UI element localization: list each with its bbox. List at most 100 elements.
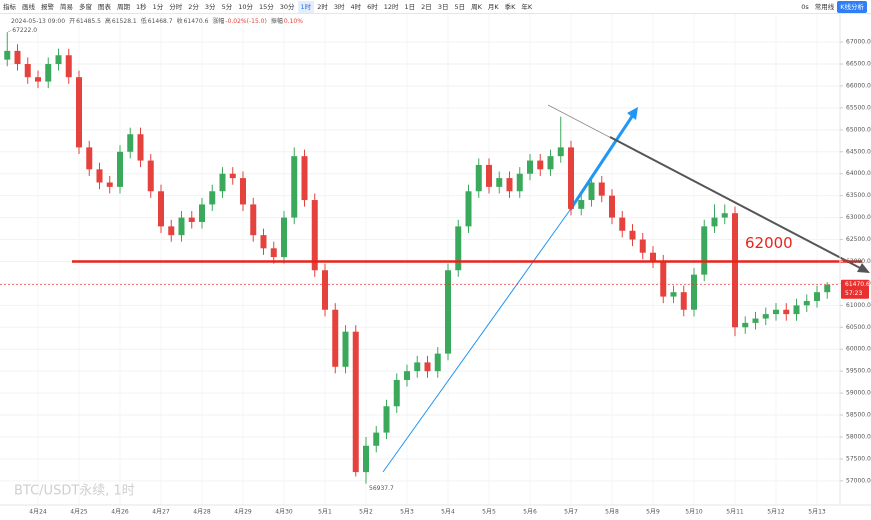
candle-body xyxy=(537,160,544,170)
watermark: BTC/USDT永续, 1时 xyxy=(14,484,135,499)
x-tick-label: 4月24 xyxy=(29,509,47,516)
period-button[interactable]: 5分 xyxy=(221,2,233,11)
period-button[interactable]: 1分 xyxy=(152,2,164,11)
period-button[interactable]: 1日 xyxy=(404,2,416,11)
x-tick-label: 4月25 xyxy=(70,509,88,516)
info-value: 61528.1 xyxy=(112,18,137,25)
period-button[interactable]: 6时 xyxy=(367,2,378,11)
low-label: 56937.7 xyxy=(369,485,394,492)
candle-body xyxy=(240,178,246,205)
candle-body xyxy=(445,270,451,354)
candle-body xyxy=(352,331,359,473)
toolbar: 指标 画线 报警 简易 多窗 图表 周期 1秒 1分 分时 2分 3分 5分 10分 15分 30分 1时 2时… xyxy=(0,0,871,14)
candle-body xyxy=(496,178,503,187)
candle-body xyxy=(619,217,626,231)
tool-button[interactable]: 简易 xyxy=(60,2,73,11)
period-button[interactable]: 1时 xyxy=(297,0,315,13)
candle-body xyxy=(106,182,113,187)
x-tick-label: 5月6 xyxy=(523,509,537,516)
candle-body xyxy=(824,284,831,293)
y-tick-label: 66000.0 xyxy=(846,82,871,89)
tool-button[interactable]: 图表 xyxy=(98,2,111,11)
period-button[interactable]: 2时 xyxy=(317,2,328,11)
candle-body xyxy=(568,147,574,209)
candle-body xyxy=(475,164,482,192)
candle-body xyxy=(199,204,205,222)
period-button[interactable]: 2分 xyxy=(188,2,199,11)
period-button[interactable]: 12时 xyxy=(383,2,399,11)
period-button[interactable]: 3时 xyxy=(333,2,345,11)
x-tick-label: 5月8 xyxy=(605,509,619,516)
toolbar-button[interactable]: 0s xyxy=(801,2,809,11)
y-tick-label: 65500.0 xyxy=(846,104,871,111)
candle-body xyxy=(557,147,564,157)
y-tick-label: 60500.0 xyxy=(846,324,871,331)
candle-body xyxy=(404,371,410,380)
period-button[interactable]: 月K xyxy=(487,2,499,11)
period-button[interactable]: 周K xyxy=(471,2,482,11)
period-button[interactable]: 30分 xyxy=(279,2,295,11)
candle-body xyxy=(229,173,236,179)
candle-body xyxy=(455,226,462,271)
candle-body xyxy=(578,200,585,209)
x-tick-label: 5月4 xyxy=(441,509,455,516)
candle-body xyxy=(516,173,523,192)
period-button[interactable]: 1秒 xyxy=(136,2,147,11)
y-tick-label: 59500.0 xyxy=(846,368,871,375)
period-button[interactable]: 年K xyxy=(521,2,533,11)
info-label: 低 xyxy=(141,17,147,25)
x-tick-label: 5月9 xyxy=(646,509,660,516)
y-tick-label: 65000.0 xyxy=(846,126,871,133)
candle-body xyxy=(527,160,533,174)
period-button[interactable]: 15分 xyxy=(258,2,274,11)
period-button[interactable]: 季K xyxy=(504,2,516,11)
candle-body xyxy=(96,169,103,183)
tool-button[interactable]: 画线 xyxy=(22,2,35,11)
tool-button[interactable]: 报警 xyxy=(41,2,54,11)
candle-body xyxy=(270,248,277,258)
candle-body xyxy=(629,230,636,240)
candle-body xyxy=(721,213,728,218)
info-label: 收 xyxy=(177,17,183,25)
period-button[interactable]: 5日 xyxy=(454,2,466,11)
candle-body xyxy=(209,191,216,205)
candle-body xyxy=(773,309,779,315)
candle-body xyxy=(35,77,41,82)
candle-body xyxy=(393,379,400,407)
trend-line xyxy=(382,209,571,473)
candle-body xyxy=(762,314,769,319)
toolbar-button[interactable]: K线分析 xyxy=(837,0,867,13)
period-button[interactable]: 3分 xyxy=(204,2,216,11)
arrow-head xyxy=(857,263,870,273)
candle-body xyxy=(465,191,472,227)
candle-body xyxy=(742,322,749,328)
period-button[interactable]: 3日 xyxy=(437,2,449,11)
info-value: 61470.6 xyxy=(184,18,209,25)
y-tick-label: 64500.0 xyxy=(846,148,871,155)
candle-body xyxy=(45,64,52,82)
x-tick-label: 5月13 xyxy=(808,509,826,516)
candle-body xyxy=(424,362,431,372)
candle-body xyxy=(311,200,318,271)
candle-body xyxy=(383,406,390,433)
tool-button[interactable]: 多窗 xyxy=(79,2,92,11)
candle-body xyxy=(86,147,93,170)
period-button[interactable]: 4时 xyxy=(350,2,362,11)
period-button[interactable]: 分时 xyxy=(169,2,183,11)
toolbar-button[interactable]: 常用线 xyxy=(814,2,835,11)
tool-button[interactable]: 指标 xyxy=(3,2,16,11)
info-value: 0.10% xyxy=(284,18,303,25)
info-label: 开 xyxy=(69,18,75,25)
y-tick-label: 61000.0 xyxy=(846,302,871,309)
period-group: 1秒 1分 分时 2分 3分 5分 10分 15分 30分 1时 2时 3时 4时 6时 12时 1日 2日 3日… xyxy=(133,0,535,13)
period-button[interactable]: 2日 xyxy=(421,2,432,11)
candle-body xyxy=(414,362,421,372)
y-tick-label: 64000.0 xyxy=(846,170,871,177)
tool-button[interactable]: 周期 xyxy=(117,2,130,11)
candle-body xyxy=(373,432,380,446)
period-button[interactable]: 10分 xyxy=(238,2,253,11)
high-pointer xyxy=(7,30,12,33)
x-tick-label: 4月27 xyxy=(152,509,170,516)
